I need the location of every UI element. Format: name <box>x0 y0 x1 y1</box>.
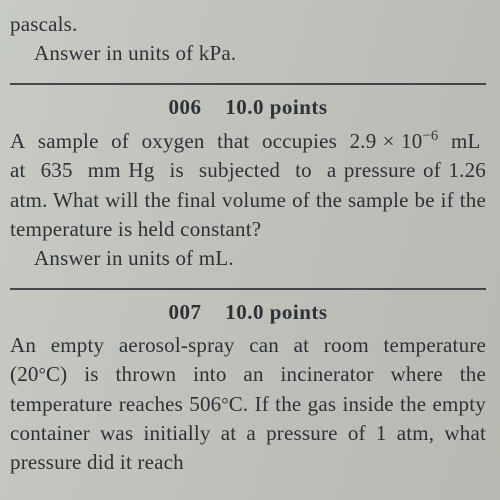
problem-006-body: A sample of oxygen that occupies 2.9 × 1… <box>10 126 486 245</box>
fragment-line-2: Answer in units of kPa. <box>10 39 486 68</box>
problem-006-header: 006 10.0 points <box>10 95 486 120</box>
divider-2 <box>10 288 486 290</box>
textbook-page: pascals. Answer in units of kPa. 006 10.… <box>0 0 500 500</box>
problem-007-body: An empty aerosol-spray can at room tempe… <box>10 331 486 478</box>
divider-1 <box>10 83 486 85</box>
problem-006-answer-line: Answer in units of mL. <box>10 244 486 273</box>
problem-007-header: 007 10.0 points <box>10 300 486 325</box>
problem-007-number: 007 <box>168 300 201 324</box>
problem-006-points: 10.0 points <box>225 95 327 119</box>
problem-007-points: 10.0 points <box>225 300 327 324</box>
problem-006-number: 006 <box>168 95 201 119</box>
fragment-line-1: pascals. <box>10 10 486 39</box>
